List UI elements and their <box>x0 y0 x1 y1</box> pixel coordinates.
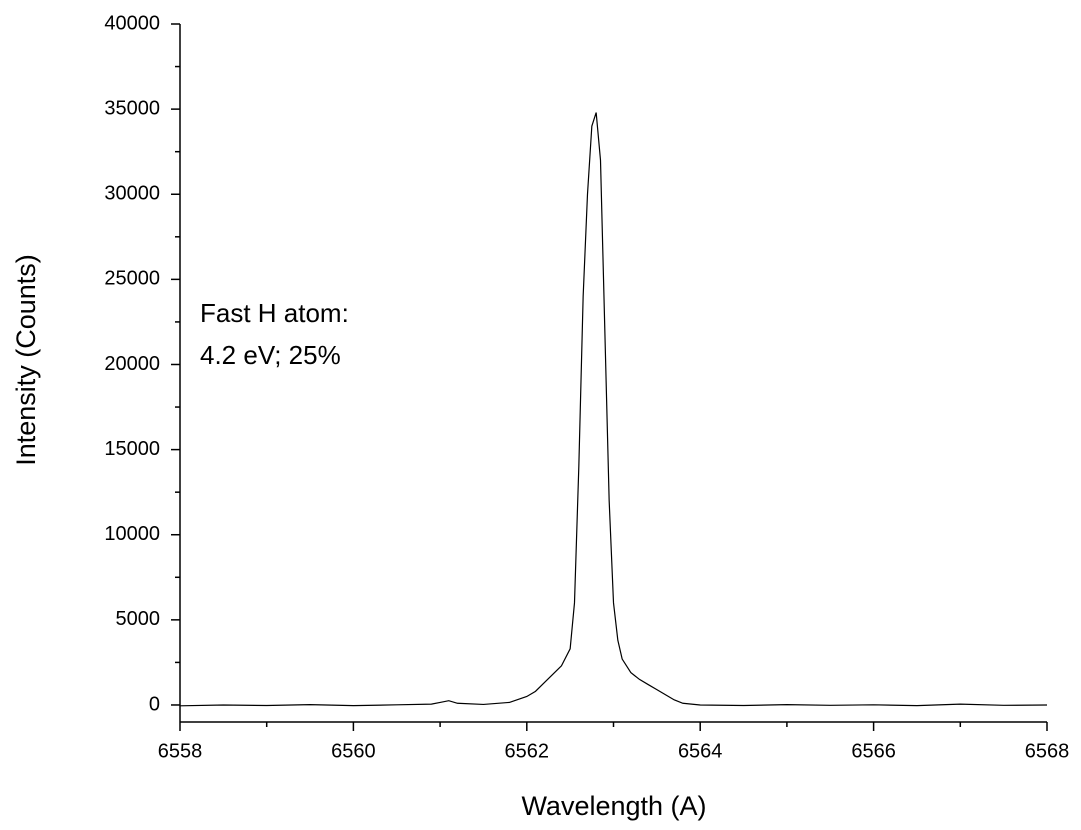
x-tick-label: 6566 <box>851 740 896 762</box>
y-tick-label: 25000 <box>104 268 160 290</box>
annotation: 4.2 eV; 25% <box>200 340 341 370</box>
y-tick-label: 30000 <box>104 183 160 205</box>
x-tick-label: 6558 <box>158 740 203 762</box>
y-axis-label: Intensity (Counts) <box>11 254 41 466</box>
x-tick-label: 6568 <box>1025 740 1070 762</box>
x-tick-label: 6560 <box>331 740 376 762</box>
y-tick-label: 40000 <box>104 12 160 34</box>
x-axis-label: Wavelength (A) <box>521 791 706 821</box>
data-line <box>179 112 1048 707</box>
y-tick-label: 20000 <box>104 353 160 375</box>
x-tick-label: 6562 <box>505 740 550 762</box>
y-tick-label: 5000 <box>116 608 161 630</box>
y-tick-label: 35000 <box>104 97 160 119</box>
y-tick-label: 15000 <box>104 438 160 460</box>
annotation: Fast H atom: <box>200 298 349 328</box>
x-tick-label: 6564 <box>678 740 723 762</box>
y-tick-label: 10000 <box>104 523 160 545</box>
y-tick-label: 0 <box>149 693 160 715</box>
